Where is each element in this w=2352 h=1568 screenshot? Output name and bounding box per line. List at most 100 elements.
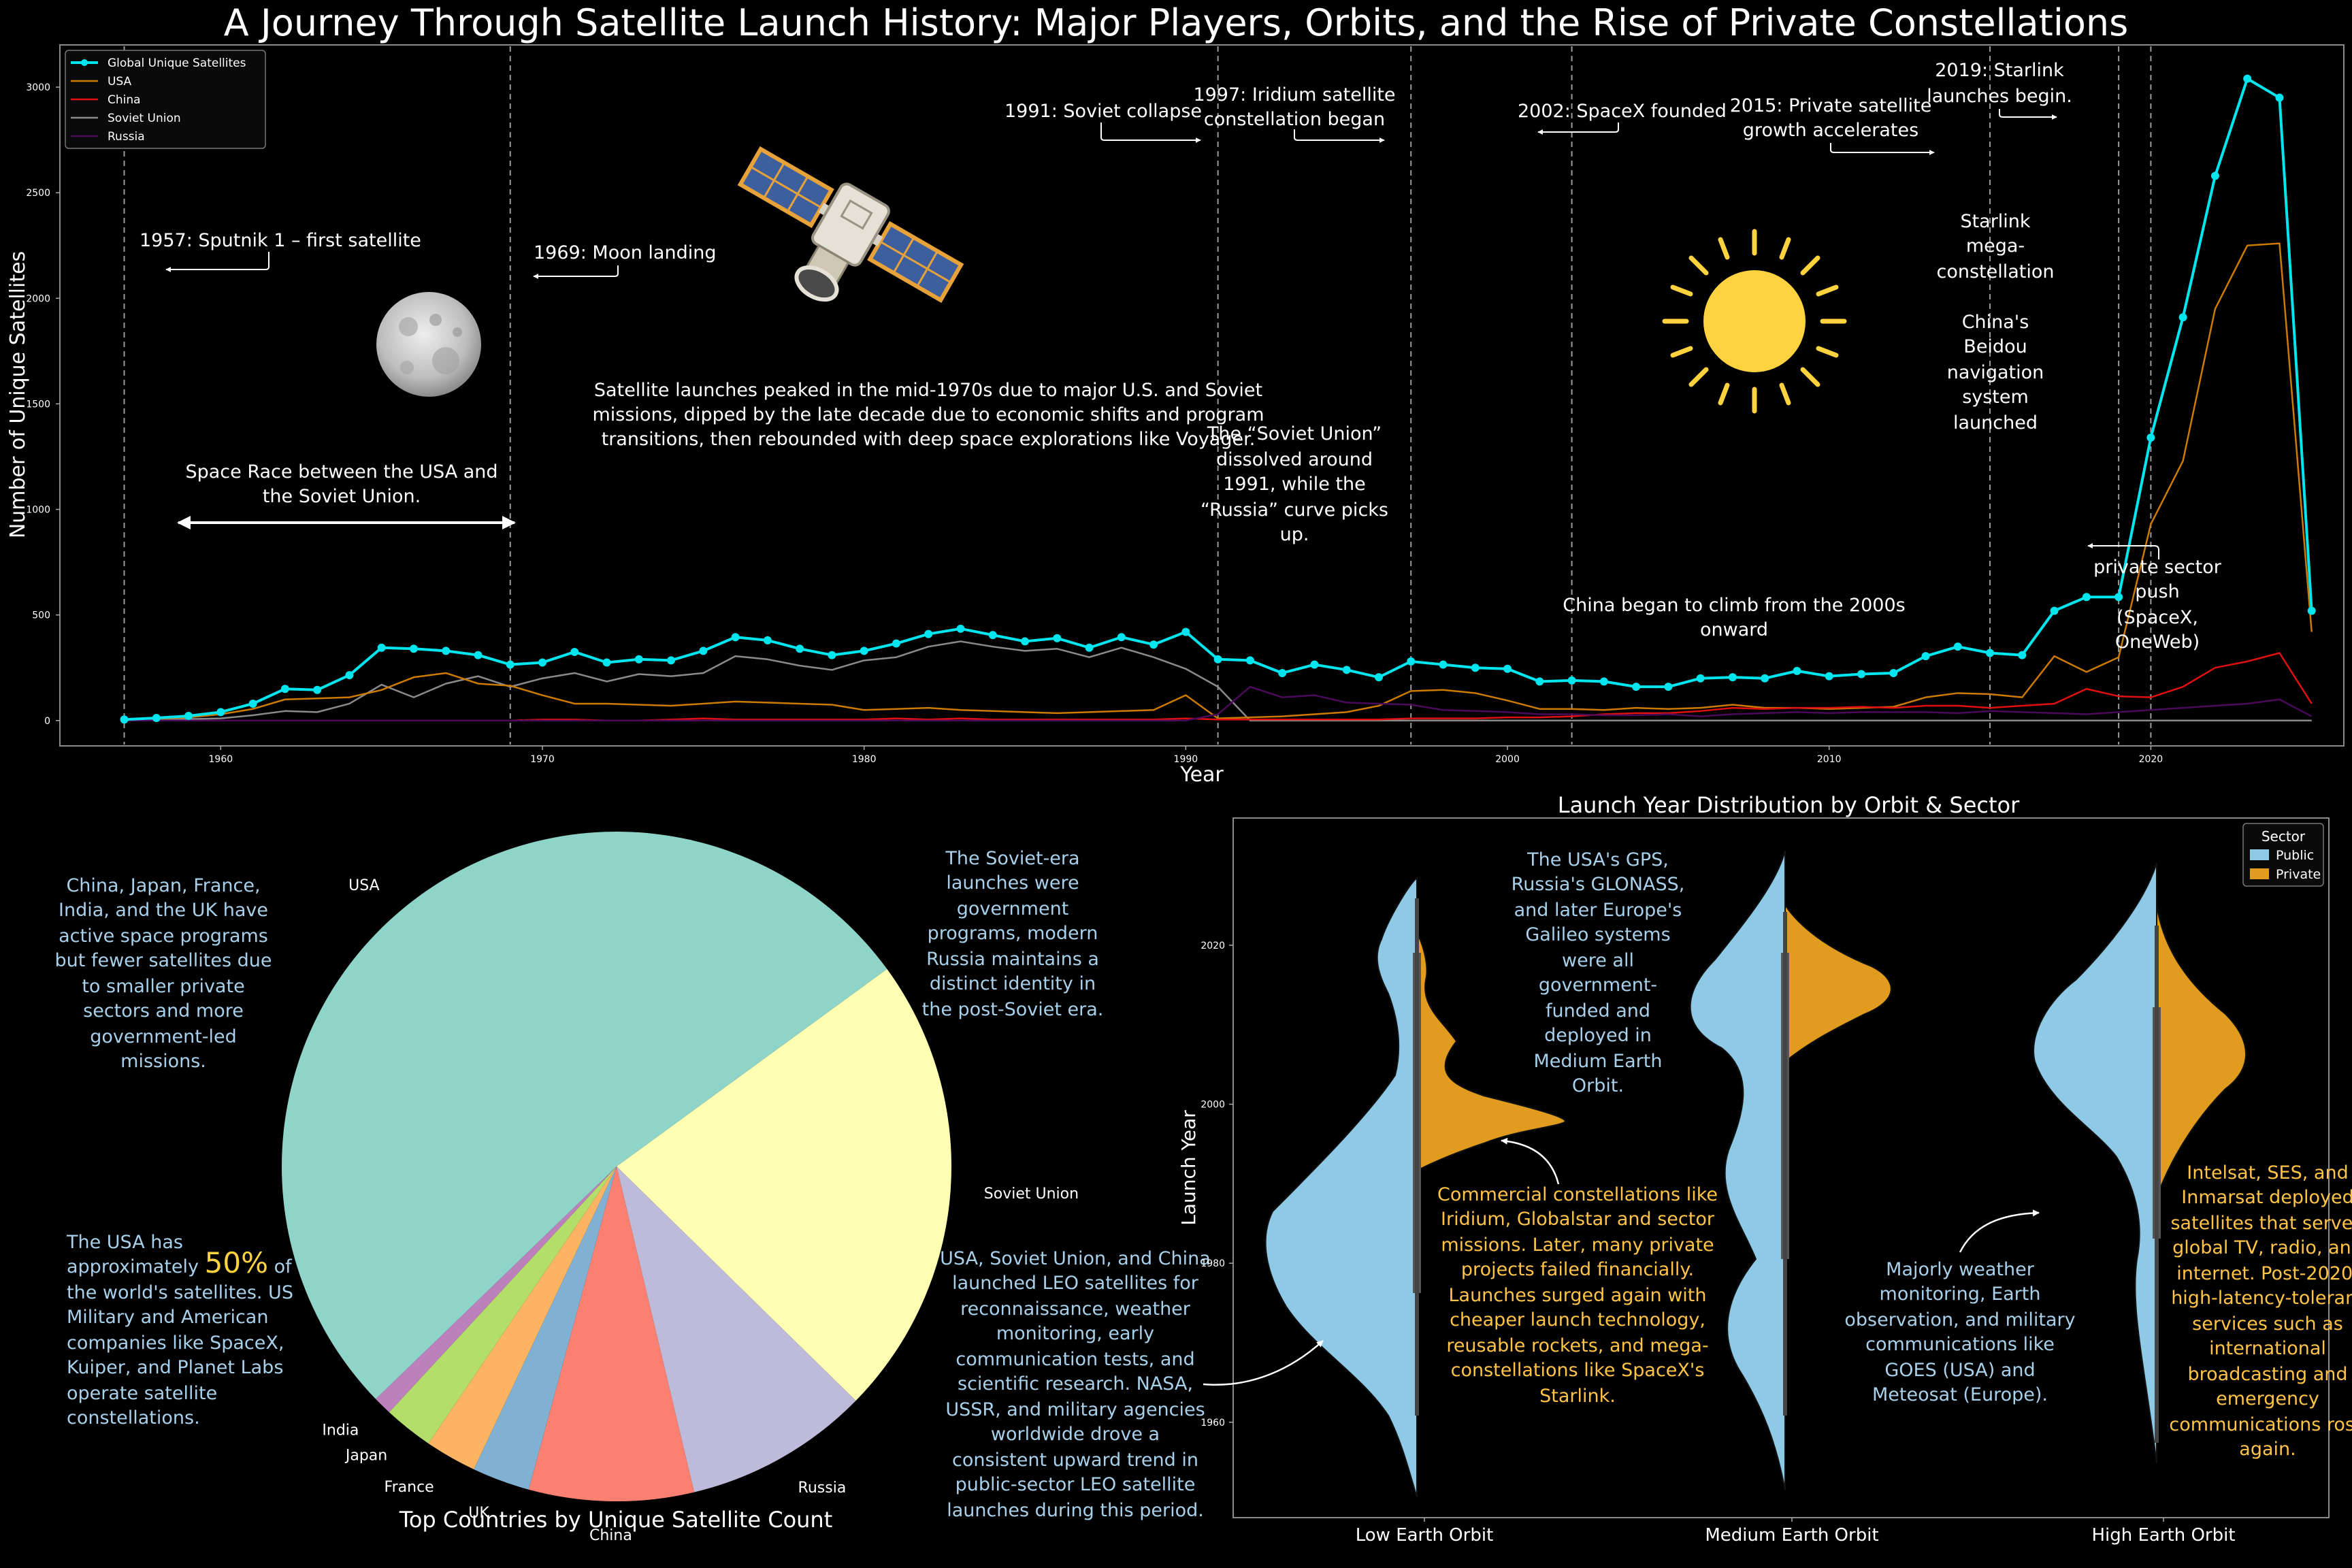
violin-x-ticks: Low Earth Orbit Medium Earth Orbit High Ea… (1356, 1518, 2236, 1546)
violin-y-tick-label: 2000 (1200, 1100, 1225, 1111)
pie-slice-russia (617, 1166, 856, 1492)
series-line-russia (124, 685, 2313, 722)
pie-label: Russia (798, 1480, 847, 1497)
line-x-tick-label: 1980 (852, 754, 877, 765)
svg-text:communication tests, and: communication tests, and (956, 1349, 1194, 1370)
annotation-space-race-2: the Soviet Union. (263, 486, 421, 507)
svg-text:and later Europe's: and later Europe's (1514, 900, 1682, 921)
series-point (1921, 652, 1930, 661)
series-point (828, 651, 836, 659)
svg-text:navigation: navigation (1947, 362, 2044, 383)
series-point (1567, 676, 1576, 685)
series-point (2146, 434, 2155, 442)
series-point (1503, 664, 1512, 673)
series-line-usa (124, 242, 2313, 721)
sun-icon (1662, 229, 1847, 414)
line-x-tick-label: 2020 (2139, 754, 2163, 765)
violin-legend-private: Private (2276, 867, 2321, 882)
svg-text:private sector: private sector (2093, 557, 2222, 578)
series-point (152, 714, 161, 723)
arrow-weather (1959, 1209, 2040, 1253)
series-point (474, 651, 483, 659)
series-point (1664, 683, 1673, 691)
svg-text:Military and American: Military and American (67, 1307, 268, 1328)
pie-slice-china (528, 1166, 695, 1501)
legend-marker (81, 59, 88, 66)
svg-text:consistent upward trend in: consistent upward trend in (952, 1450, 1198, 1471)
line-legend: Global Unique Satellites USA China Soviet U… (65, 50, 266, 149)
svg-text:high-latency-tolerant: high-latency-tolerant (2171, 1288, 2352, 1309)
violin-legend-public: Public (2276, 848, 2314, 863)
svg-text:OneWeb): OneWeb) (2115, 632, 2200, 653)
svg-text:system: system (1962, 387, 2029, 408)
svg-text:government-: government- (1539, 975, 1657, 996)
series-point (570, 647, 579, 656)
svg-text:Inmarsat deployed: Inmarsat deployed (2181, 1187, 2352, 1208)
violin-meo-public (1689, 850, 1786, 1491)
line-y-tick-label: 500 (32, 610, 50, 621)
series-point (1342, 666, 1351, 674)
pie-slice-japan (389, 1166, 617, 1443)
legend-label: USA (108, 75, 132, 88)
series-point (1632, 683, 1641, 691)
pie-title: Top Countries by Unique Satellite Count (399, 1507, 833, 1533)
series-point (731, 633, 740, 642)
pie-label: USA (348, 877, 380, 894)
svg-text:approximately 50% of: approximately 50% of (67, 1246, 293, 1279)
svg-text:Starlink.: Starlink. (1539, 1386, 1616, 1407)
arrow-spacex (1537, 122, 1619, 135)
annotation-china-1: China began to climb from the 2000s (1563, 595, 1905, 616)
annotation-moon-landing: 1969: Moon landing (534, 242, 716, 263)
annotation-dissolve: The “Soviet Union” dissolved around 1991… (1200, 423, 1388, 545)
svg-text:programs, modern: programs, modern (928, 923, 1098, 944)
violin-heo-public (2033, 862, 2157, 1464)
svg-text:The “Soviet Union”: The “Soviet Union” (1207, 423, 1382, 444)
series-point (988, 631, 997, 640)
line-x-tick-label: 2000 (1495, 754, 1520, 765)
series-point (377, 643, 386, 652)
main-title: A Journey Through Satellite Launch Histo… (224, 1, 2128, 44)
svg-text:“Russia” curve picks: “Russia” curve picks (1200, 500, 1388, 521)
pie-slice-france (428, 1166, 617, 1470)
svg-text:but fewer satellites due: but fewer satellites due (55, 950, 272, 971)
svg-text:sectors and more: sectors and more (83, 1000, 244, 1022)
series-point (184, 711, 193, 720)
svg-text:operate satellite: operate satellite (67, 1383, 217, 1404)
series-line-soviet-union (124, 640, 2312, 722)
annotation-space-race-1: Space Race between the USA and (185, 461, 497, 483)
svg-text:Beidou: Beidou (1963, 336, 2027, 357)
annotation-usa-share: The USA has approximately 50% of the wor… (66, 1232, 293, 1428)
pie-label: Soviet Union (984, 1186, 1079, 1203)
violin-meo-private (1784, 902, 1892, 1064)
violin-legend: Sector Public Private (2242, 823, 2324, 887)
series-point (2050, 606, 2059, 615)
svg-text:services such as: services such as (2192, 1313, 2343, 1335)
violin-y-tick-label: 2020 (1200, 941, 1225, 951)
svg-text:worldwide drove a: worldwide drove a (991, 1424, 1160, 1445)
violin-y-tick-label: 1980 (1200, 1258, 1225, 1269)
series-point (1599, 677, 1608, 686)
arrow-leo-public (1203, 1340, 1324, 1386)
line-chart: 0 500 1000 1500 2000 2500 3000 1960 1970 1980 199… (6, 44, 2345, 787)
annotation-leo: USA, Soviet Union, and China launched LE… (940, 1248, 1211, 1521)
line-x-tick-label: 1990 (1174, 754, 1198, 765)
annotation-starlink-1: 2019: Starlink (1935, 60, 2064, 81)
series-point (1310, 660, 1319, 669)
series-point (1889, 668, 1898, 677)
svg-text:USA, Soviet Union, and China: USA, Soviet Union, and China (940, 1248, 1211, 1269)
annotation-iridium-2: constellation began (1204, 109, 1385, 130)
legend-label: Russia (108, 130, 145, 144)
svg-text:Intelsat, SES, and: Intelsat, SES, and (2187, 1162, 2348, 1183)
series-point (924, 630, 933, 638)
svg-text:monitoring, Earth: monitoring, Earth (1880, 1284, 2041, 1305)
arrow-sputnik (165, 252, 270, 272)
violin-x-tick-label: Low Earth Orbit (1356, 1525, 1494, 1546)
series-point (442, 647, 451, 655)
arrow-moon-landing (533, 265, 619, 279)
violin-heo-private (2156, 904, 2247, 1198)
svg-text:Majorly weather: Majorly weather (1886, 1259, 2035, 1280)
svg-text:observation, and military: observation, and military (1844, 1309, 2075, 1330)
series-point (506, 660, 514, 669)
svg-text:1991, while the: 1991, while the (1223, 474, 1366, 495)
